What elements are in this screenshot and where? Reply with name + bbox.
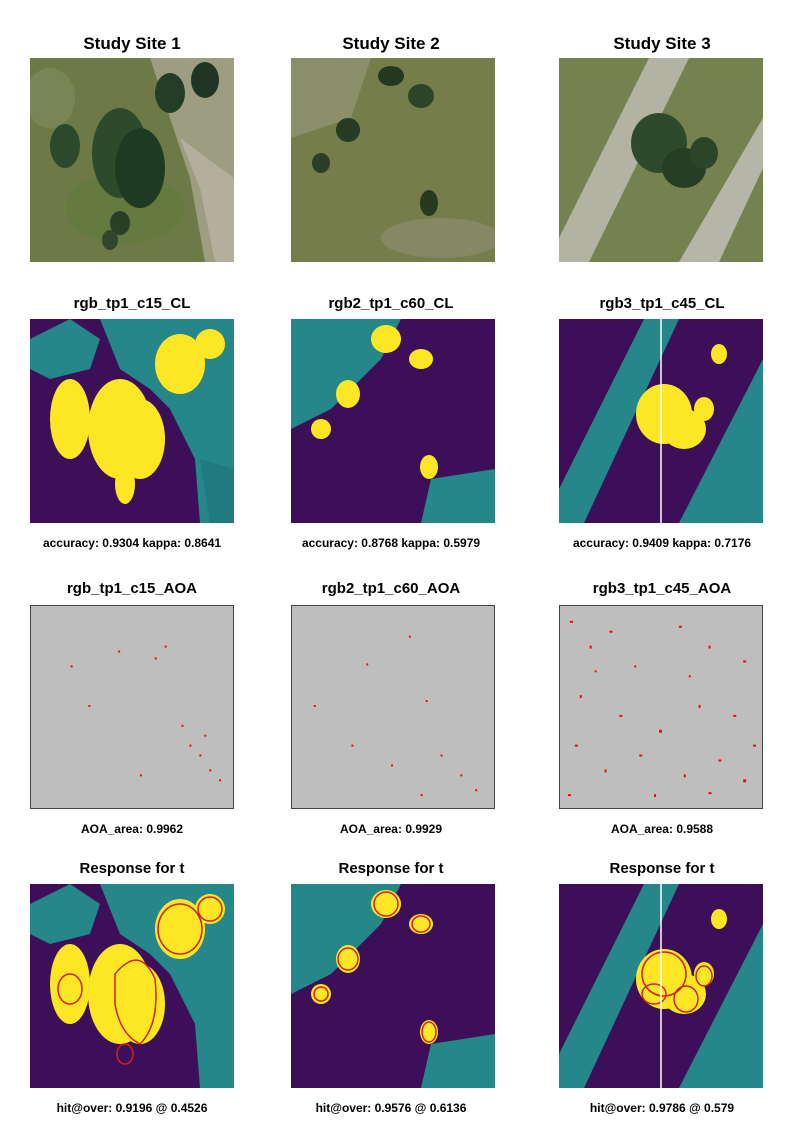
- site-1-cl-title: rgb_tp1_c15_CL: [73, 295, 191, 312]
- site-2-response-map: [291, 884, 495, 1088]
- site-2-response-title: Response for t: [338, 860, 444, 877]
- site-1-aoa-map: [30, 605, 234, 809]
- site-3-response-title: Response for t: [609, 860, 715, 877]
- site-1-aoa-title: rgb_tp1_c15_AOA: [66, 580, 198, 597]
- site-2-aoa-map: [291, 605, 495, 809]
- site-2-aoa-caption: AOA_area: 0.9929: [339, 822, 443, 836]
- site-3-aoa-title: rgb3_tp1_c45_AOA: [592, 580, 732, 597]
- site-1-title: Study Site 1: [83, 34, 181, 53]
- site-2-response-caption: hit@over: 0.9576 @ 0.6136: [315, 1101, 467, 1115]
- site-3-cl-title: rgb3_tp1_c45_CL: [599, 295, 725, 312]
- site-3-response-caption: hit@over: 0.9786 @ 0.579: [589, 1101, 735, 1115]
- site-2-title: Study Site 2: [342, 34, 440, 53]
- site-2-aoa-title: rgb2_tp1_c60_AOA: [321, 580, 461, 597]
- site-2-classification-map: [291, 319, 495, 523]
- site-1-response-title: Response for t: [79, 860, 185, 877]
- site-1-aoa-caption: AOA_area: 0.9962: [80, 822, 184, 836]
- site-3-cl-caption: accuracy: 0.9409 kappa: 0.7176: [572, 536, 752, 550]
- site-3-response-map: [559, 884, 763, 1088]
- site-2-cl-title: rgb2_tp1_c60_CL: [328, 295, 454, 312]
- site-1-response-caption: hit@over: 0.9196 @ 0.4526: [56, 1101, 208, 1115]
- site-2-rgb-image: [291, 58, 495, 262]
- site-3-title: Study Site 3: [613, 34, 711, 53]
- site-3-classification-map: [559, 319, 763, 523]
- site-1-response-map: [30, 884, 234, 1088]
- site-3-aoa-caption: AOA_area: 0.9588: [610, 822, 714, 836]
- site-1-classification-map: [30, 319, 234, 523]
- site-1-cl-caption: accuracy: 0.9304 kappa: 0.8641: [42, 536, 222, 550]
- site-3-rgb-image: [559, 58, 763, 262]
- site-2-cl-caption: accuracy: 0.8768 kappa: 0.5979: [301, 536, 481, 550]
- site-3-aoa-map: [559, 605, 763, 809]
- site-1-rgb-image: [30, 58, 234, 262]
